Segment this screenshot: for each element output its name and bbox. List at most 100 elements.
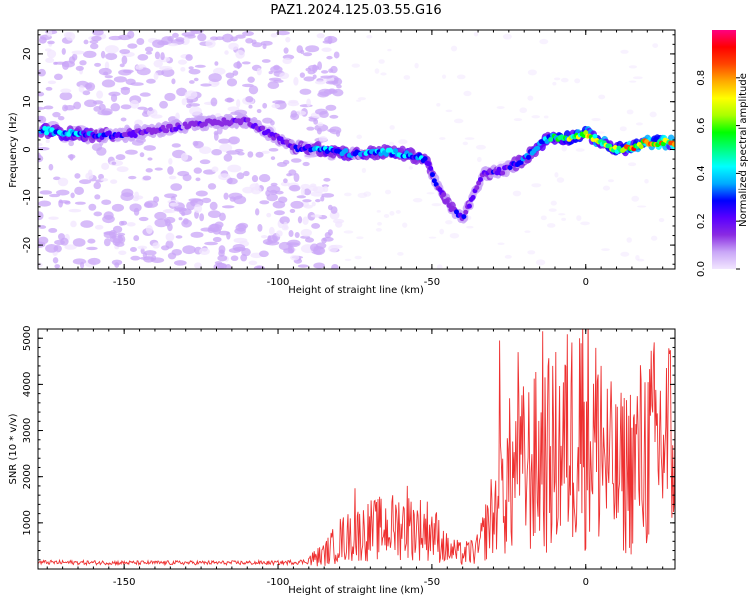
heatmap-cell bbox=[241, 61, 251, 65]
heatmap-cell bbox=[335, 221, 343, 228]
heatmap-cell bbox=[408, 166, 413, 170]
heatmap-cell bbox=[116, 166, 129, 173]
heatmap-cell bbox=[214, 61, 219, 66]
heatmap-cell bbox=[199, 159, 211, 165]
heatmap-cell bbox=[446, 202, 452, 208]
heatmap-cell bbox=[233, 195, 247, 205]
heatmap-cell bbox=[236, 172, 245, 180]
heatmap-cell bbox=[178, 217, 183, 221]
heatmap-cell bbox=[106, 130, 112, 136]
heatmap-cell bbox=[548, 137, 554, 143]
heatmap-cell bbox=[412, 197, 423, 203]
heatmap-cell bbox=[153, 72, 159, 80]
heatmap-cell bbox=[182, 218, 189, 225]
heatmap-cell bbox=[164, 128, 170, 134]
heatmap-cell bbox=[474, 185, 480, 191]
heatmap-cell bbox=[326, 55, 333, 60]
heatmap-cell bbox=[628, 80, 637, 83]
heatmap-cell bbox=[100, 50, 106, 59]
heatmap-cell bbox=[45, 57, 55, 63]
heatmap-cell bbox=[145, 168, 153, 173]
heatmap-cell bbox=[470, 194, 476, 200]
heatmap-cell bbox=[148, 106, 153, 112]
heatmap-cell bbox=[114, 241, 125, 247]
heatmap-cell bbox=[297, 264, 309, 268]
heatmap-cell bbox=[70, 220, 77, 228]
heatmap-cell bbox=[575, 148, 585, 152]
heatmap-cell bbox=[227, 106, 240, 112]
snr-series bbox=[38, 329, 675, 567]
heatmap-cell bbox=[282, 57, 292, 65]
heatmap-cell bbox=[310, 214, 323, 218]
heatmap-cell bbox=[45, 139, 50, 144]
heatmap-cell bbox=[44, 48, 52, 52]
heatmap-cell bbox=[127, 30, 135, 39]
heatmap-cell bbox=[88, 203, 97, 211]
heatmap-cell bbox=[302, 161, 310, 167]
heatmap-cell bbox=[317, 61, 323, 71]
heatmap-cell bbox=[235, 49, 245, 59]
heatmap-cell bbox=[218, 266, 225, 269]
heatmap-cell bbox=[247, 151, 254, 158]
heatmap-cell bbox=[261, 59, 271, 63]
heatmap-cell bbox=[325, 80, 339, 85]
heatmap-cell bbox=[321, 237, 327, 244]
heatmap-cell bbox=[38, 142, 43, 147]
heatmap-cell bbox=[47, 40, 55, 45]
heatmap-cell bbox=[544, 139, 550, 145]
colorbar-label: Normalized spectral amplitude bbox=[738, 73, 749, 227]
heatmap-cell bbox=[328, 244, 339, 253]
heatmap-cell bbox=[137, 245, 148, 250]
heatmap-cell bbox=[93, 181, 101, 190]
heatmap-cell bbox=[397, 251, 404, 256]
heatmap-cell bbox=[255, 151, 264, 158]
heatmap-cell bbox=[110, 93, 118, 103]
heatmap-cell bbox=[637, 205, 647, 208]
heatmap-cell bbox=[110, 103, 121, 112]
heatmap-cell bbox=[71, 50, 85, 55]
heatmap-cell bbox=[111, 161, 117, 165]
heatmap-cell bbox=[276, 230, 283, 237]
heatmap-cell bbox=[218, 230, 230, 236]
heatmap-cell bbox=[576, 215, 582, 221]
heatmap-cell bbox=[602, 185, 610, 191]
heatmap-cell bbox=[47, 80, 57, 85]
colorbar-tick-label: 0.8 bbox=[696, 70, 707, 86]
heatmap-cell bbox=[127, 43, 138, 49]
heatmap-cell bbox=[223, 153, 233, 162]
heatmap-cell bbox=[377, 222, 382, 226]
heatmap-cell bbox=[280, 181, 290, 187]
heatmap-cell bbox=[356, 134, 362, 140]
heatmap-cell bbox=[165, 232, 175, 242]
heatmap-cell bbox=[145, 225, 153, 234]
heatmap-cell bbox=[205, 39, 216, 48]
colorbar-tick-label: 0.4 bbox=[696, 165, 707, 181]
heatmap-cell bbox=[256, 67, 262, 76]
heatmap-cell bbox=[597, 131, 605, 134]
heatmap-cell bbox=[173, 260, 187, 266]
x-tick-label: 0 bbox=[583, 577, 589, 588]
heatmap-cell bbox=[112, 225, 123, 234]
heatmap-cell bbox=[524, 230, 531, 233]
heatmap-cell bbox=[287, 101, 300, 107]
heatmap-cell bbox=[136, 37, 145, 45]
heatmap-cell bbox=[128, 175, 137, 180]
heatmap-cell bbox=[449, 233, 460, 239]
heatmap-cell bbox=[232, 243, 246, 251]
heatmap-cell bbox=[39, 190, 53, 195]
y-tick-label: 20 bbox=[22, 48, 33, 61]
heatmap-cell bbox=[222, 33, 234, 43]
heatmap-cell bbox=[172, 32, 179, 38]
heatmap-cell bbox=[245, 37, 254, 44]
heatmap-cell bbox=[57, 116, 65, 121]
heatmap-cell bbox=[259, 200, 270, 205]
heatmap-cell bbox=[439, 137, 446, 140]
heatmap-cell bbox=[177, 59, 188, 65]
heatmap-cell bbox=[199, 213, 205, 222]
heatmap-cell bbox=[227, 164, 242, 173]
heatmap-cell bbox=[247, 76, 255, 83]
heatmap-cell bbox=[402, 222, 408, 228]
heatmap-cell bbox=[461, 214, 467, 220]
heatmap-cell bbox=[389, 125, 395, 130]
heatmap-cell bbox=[632, 76, 643, 80]
